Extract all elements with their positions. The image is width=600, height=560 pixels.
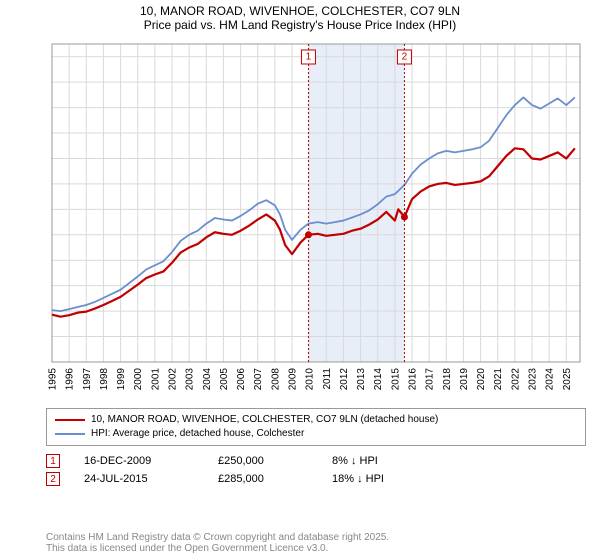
transaction-price: £250,000 xyxy=(218,455,308,467)
svg-text:2016: 2016 xyxy=(408,368,419,391)
svg-text:2020: 2020 xyxy=(476,368,487,391)
transaction-row: 2 24-JUL-2015 £285,000 18% ↓ HPI xyxy=(46,472,586,486)
svg-text:2025: 2025 xyxy=(562,368,573,391)
svg-text:2014: 2014 xyxy=(373,368,384,391)
svg-text:2010: 2010 xyxy=(305,368,316,391)
title-line-1: 10, MANOR ROAD, WIVENHOE, COLCHESTER, CO… xyxy=(0,4,600,18)
transaction-flag: 1 xyxy=(46,454,60,468)
svg-text:2024: 2024 xyxy=(545,368,556,391)
title-line-2: Price paid vs. HM Land Registry's House … xyxy=(0,18,600,32)
transaction-table: 1 16-DEC-2009 £250,000 8% ↓ HPI 2 24-JUL-2015… xyxy=(46,454,586,486)
legend-box: 10, MANOR ROAD, WIVENHOE, COLCHESTER, CO… xyxy=(46,408,586,446)
svg-text:2015: 2015 xyxy=(390,368,401,391)
svg-text:2002: 2002 xyxy=(168,368,179,391)
svg-text:2: 2 xyxy=(402,52,408,63)
legend-label: HPI: Average price, detached house, Colc… xyxy=(91,427,304,441)
transaction-row: 1 16-DEC-2009 £250,000 8% ↓ HPI xyxy=(46,454,586,468)
transaction-note: 18% ↓ HPI xyxy=(332,473,384,485)
svg-text:1997: 1997 xyxy=(82,368,93,391)
footer-text: Contains HM Land Registry data © Crown c… xyxy=(46,532,389,554)
svg-text:1999: 1999 xyxy=(116,368,127,391)
svg-text:1995: 1995 xyxy=(48,368,59,391)
title-block: 10, MANOR ROAD, WIVENHOE, COLCHESTER, CO… xyxy=(0,0,600,32)
legend-row: HPI: Average price, detached house, Colc… xyxy=(55,427,577,441)
svg-text:2004: 2004 xyxy=(202,368,213,391)
transaction-flag: 2 xyxy=(46,472,60,486)
svg-text:2011: 2011 xyxy=(322,368,333,390)
svg-text:2000: 2000 xyxy=(133,368,144,391)
legend-swatch xyxy=(55,433,85,435)
svg-text:2018: 2018 xyxy=(442,368,453,391)
legend-swatch xyxy=(55,419,85,421)
transaction-price: £285,000 xyxy=(218,473,308,485)
svg-text:2008: 2008 xyxy=(270,368,281,391)
svg-text:1996: 1996 xyxy=(65,368,76,391)
svg-text:2022: 2022 xyxy=(510,368,521,391)
svg-text:1998: 1998 xyxy=(99,368,110,391)
svg-text:2021: 2021 xyxy=(493,368,504,391)
svg-text:2019: 2019 xyxy=(459,368,470,391)
svg-text:2013: 2013 xyxy=(356,368,367,391)
svg-text:2006: 2006 xyxy=(236,368,247,391)
transaction-note: 8% ↓ HPI xyxy=(332,455,378,467)
svg-text:2003: 2003 xyxy=(185,368,196,391)
svg-text:2012: 2012 xyxy=(339,368,350,391)
svg-text:2023: 2023 xyxy=(528,368,539,391)
svg-text:2009: 2009 xyxy=(288,368,299,391)
svg-text:2005: 2005 xyxy=(219,368,230,391)
svg-text:2007: 2007 xyxy=(253,368,264,391)
chart-container: 10, MANOR ROAD, WIVENHOE, COLCHESTER, CO… xyxy=(0,0,600,560)
chart-svg: £0£50K£100K£150K£200K£250K£300K£350K£400… xyxy=(46,40,586,400)
transaction-date: 16-DEC-2009 xyxy=(84,455,194,467)
chart-area: £0£50K£100K£150K£200K£250K£300K£350K£400… xyxy=(46,40,586,400)
svg-text:2017: 2017 xyxy=(425,368,436,391)
svg-text:1: 1 xyxy=(306,52,312,63)
transaction-date: 24-JUL-2015 xyxy=(84,473,194,485)
legend-and-transactions: 10, MANOR ROAD, WIVENHOE, COLCHESTER, CO… xyxy=(46,408,586,490)
svg-text:2001: 2001 xyxy=(150,368,161,391)
legend-label: 10, MANOR ROAD, WIVENHOE, COLCHESTER, CO… xyxy=(91,413,438,427)
legend-row: 10, MANOR ROAD, WIVENHOE, COLCHESTER, CO… xyxy=(55,413,577,427)
